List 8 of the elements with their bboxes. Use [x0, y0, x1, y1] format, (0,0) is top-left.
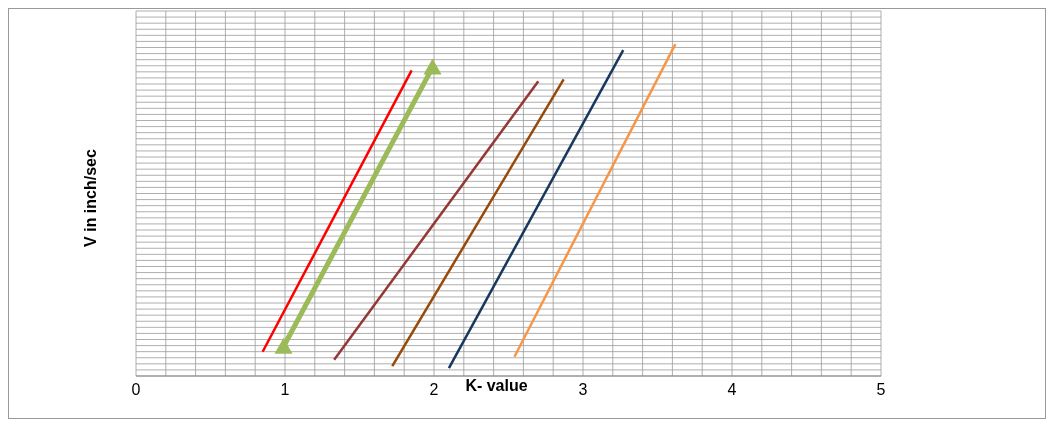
x-tick-label: 5: [876, 381, 886, 399]
x-axis-title: K- value: [465, 377, 528, 395]
x-tick-label: 2: [429, 381, 439, 399]
y-axis-title: V in inch/sec: [82, 148, 100, 249]
x-tick-label: 0: [131, 381, 141, 399]
x-tick-label: 4: [727, 381, 737, 399]
x-tick-label: 3: [578, 381, 588, 399]
x-tick-label: 1: [280, 381, 290, 399]
